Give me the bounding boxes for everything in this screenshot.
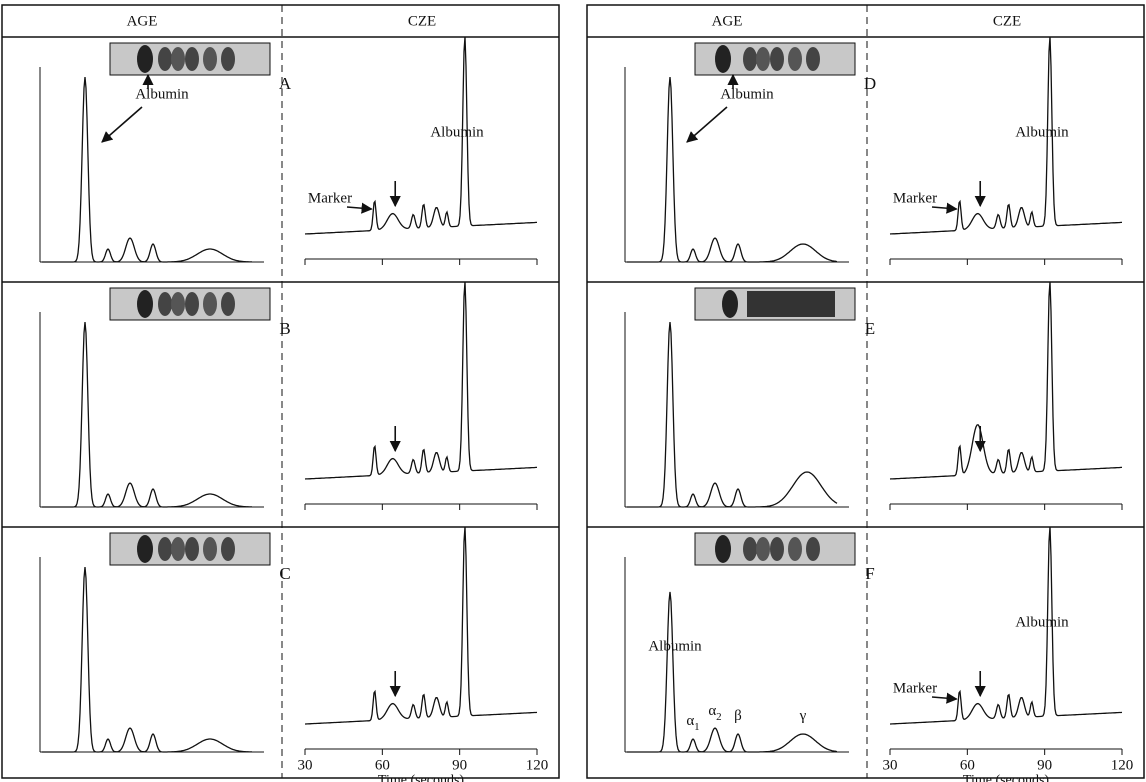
label: Albumin [1015,124,1069,140]
gel-band [185,47,199,71]
gel-band [137,290,153,318]
gel-band [756,537,770,561]
arrow [932,207,957,209]
gel-band [743,537,757,561]
fraction-symbol: α [686,713,694,729]
age-trace [42,77,252,262]
gel-band [158,47,172,71]
age-trace [42,567,252,752]
gel-band [756,47,770,71]
x-tick-label: 120 [1111,757,1134,773]
gel-band [715,45,731,73]
gel-band [770,537,784,561]
label: Albumin [1015,614,1069,630]
gel-band [747,291,835,317]
gel-band [158,292,172,316]
gel-band [722,290,738,318]
gel-band [171,292,185,316]
x-axis-title: Time (seconds) [378,773,465,782]
figure-frame [587,5,1144,778]
panel-letter: B [279,319,290,338]
gel-band [806,47,820,71]
gel-band [221,537,235,561]
x-tick-label: 120 [526,757,549,773]
label: Marker [893,680,937,696]
fraction-sub: 2 [716,711,722,723]
gel-band [137,535,153,563]
age-trace [627,592,837,752]
fraction-label: γ [799,708,807,724]
figure-frame [2,5,559,778]
x-tick-label: 90 [452,757,467,773]
label: Albumin [720,86,774,102]
panel-letter: A [279,74,292,93]
header-age: AGE [127,13,158,29]
fraction-label: β [734,708,742,724]
label: Marker [308,190,352,206]
gel-band [203,292,217,316]
x-tick-label: 30 [298,757,313,773]
arrow [347,207,372,209]
gel-band [203,47,217,71]
gel-band [171,537,185,561]
figure: AGE CZE A Albumin Albumin Marker B C 30 60 90 120 Ti… [0,0,1146,782]
gel-band [788,47,802,71]
fraction-label: α1 [686,713,699,732]
gel-band [158,537,172,561]
fraction-symbol: β [734,708,742,724]
x-tick-label: 60 [960,757,975,773]
age-trace [627,322,837,507]
cze-trace [305,527,537,724]
panel-letter: D [864,74,876,93]
panel-letter: E [865,319,875,338]
gel-band [770,47,784,71]
cze-trace [890,282,1122,479]
x-axis-title: Time (seconds) [963,773,1050,782]
label: Albumin [430,124,484,140]
label: Marker [893,190,937,206]
fraction-label: α2 [708,703,721,722]
gel-band [185,292,199,316]
gel-band [806,537,820,561]
cze-trace [305,282,537,479]
gel-band [221,292,235,316]
x-tick-label: 90 [1037,757,1052,773]
fraction-symbol: α [708,703,716,719]
header-cze: CZE [993,13,1021,29]
age-trace [627,77,837,262]
arrow [687,107,727,142]
gel-band [788,537,802,561]
gel-band [203,537,217,561]
gel-band [715,535,731,563]
x-tick-label: 60 [375,757,390,773]
header-age: AGE [712,13,743,29]
gel-band [221,47,235,71]
x-tick-label: 30 [883,757,898,773]
gel-band [137,45,153,73]
gel-band [171,47,185,71]
header-cze: CZE [408,13,436,29]
fraction-symbol: γ [799,708,807,724]
arrow [102,107,142,142]
gel-band [743,47,757,71]
gel-band [185,537,199,561]
arrow [932,697,957,699]
label: Albumin [648,638,702,654]
panel-letter: F [865,564,874,583]
label: Albumin [135,86,189,102]
age-trace [42,322,252,507]
panel-letter: C [279,564,290,583]
fraction-sub: 1 [694,721,700,733]
